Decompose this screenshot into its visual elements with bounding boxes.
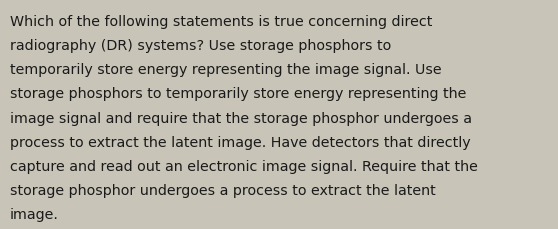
Text: Which of the following statements is true concerning direct: Which of the following statements is tru…	[10, 15, 432, 29]
Text: temporarily store energy representing the image signal. Use: temporarily store energy representing th…	[10, 63, 442, 77]
Text: image signal and require that the storage phosphor undergoes a: image signal and require that the storag…	[10, 111, 472, 125]
Text: storage phosphor undergoes a process to extract the latent: storage phosphor undergoes a process to …	[10, 183, 436, 197]
Text: capture and read out an electronic image signal. Require that the: capture and read out an electronic image…	[10, 159, 478, 173]
Text: storage phosphors to temporarily store energy representing the: storage phosphors to temporarily store e…	[10, 87, 466, 101]
Text: image.: image.	[10, 207, 59, 221]
Text: process to extract the latent image. Have detectors that directly: process to extract the latent image. Hav…	[10, 135, 470, 149]
Text: radiography (DR) systems? Use storage phosphors to: radiography (DR) systems? Use storage ph…	[10, 39, 391, 53]
